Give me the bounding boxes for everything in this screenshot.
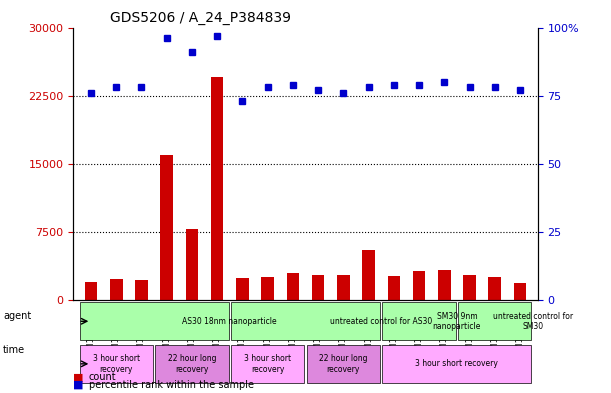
Text: 22 hour long
recovery: 22 hour long recovery: [167, 354, 216, 374]
Bar: [236, 278, 249, 300]
Text: count: count: [89, 372, 116, 382]
Bar: [312, 275, 324, 300]
Bar: [135, 280, 148, 300]
Bar: [85, 282, 97, 300]
Text: ■: ■: [73, 372, 84, 382]
Bar: [514, 283, 526, 300]
Bar: [262, 277, 274, 300]
FancyBboxPatch shape: [79, 302, 229, 340]
Bar: [488, 277, 501, 300]
Text: 22 hour long
recovery: 22 hour long recovery: [319, 354, 368, 374]
FancyBboxPatch shape: [79, 345, 153, 383]
Bar: [438, 270, 451, 300]
Bar: [287, 273, 299, 300]
Bar: [337, 275, 349, 300]
Bar: [463, 275, 476, 300]
FancyBboxPatch shape: [155, 345, 229, 383]
FancyBboxPatch shape: [382, 345, 532, 383]
FancyBboxPatch shape: [307, 345, 380, 383]
FancyBboxPatch shape: [231, 345, 304, 383]
Bar: [186, 229, 198, 300]
Text: percentile rank within the sample: percentile rank within the sample: [89, 380, 254, 390]
Text: time: time: [3, 345, 25, 355]
Text: AS30 18nm nanoparticle: AS30 18nm nanoparticle: [183, 317, 277, 326]
Bar: [160, 155, 173, 300]
Text: untreated control for AS30: untreated control for AS30: [330, 317, 433, 326]
FancyBboxPatch shape: [231, 302, 380, 340]
Text: SM30 9nm
nanoparticle: SM30 9nm nanoparticle: [433, 312, 481, 331]
Text: 3 hour short recovery: 3 hour short recovery: [415, 359, 499, 368]
Text: agent: agent: [3, 311, 31, 321]
Text: GDS5206 / A_24_P384839: GDS5206 / A_24_P384839: [111, 11, 291, 25]
Text: untreated control for
SM30: untreated control for SM30: [492, 312, 573, 331]
Text: 3 hour short
recovery: 3 hour short recovery: [244, 354, 291, 374]
Bar: [211, 77, 224, 300]
Bar: [362, 250, 375, 300]
Text: 3 hour short
recovery: 3 hour short recovery: [93, 354, 140, 374]
Bar: [110, 279, 123, 300]
Text: ■: ■: [73, 380, 84, 390]
FancyBboxPatch shape: [458, 302, 532, 340]
FancyBboxPatch shape: [382, 302, 456, 340]
Bar: [387, 276, 400, 300]
Bar: [413, 271, 425, 300]
